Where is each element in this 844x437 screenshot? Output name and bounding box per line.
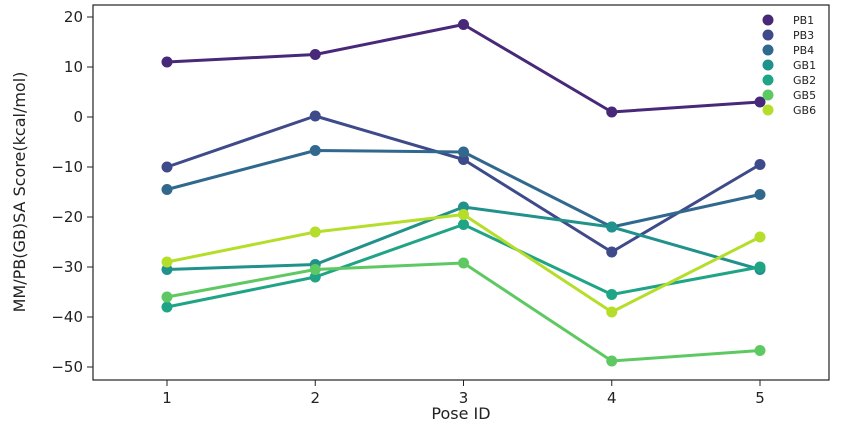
- data-point: [309, 145, 321, 156]
- legend-label: PB4: [793, 44, 814, 57]
- legend-marker: [762, 29, 774, 41]
- plot-area: [92, 4, 830, 381]
- data-point: [754, 96, 766, 108]
- data-point: [309, 110, 321, 122]
- data-point: [458, 219, 469, 230]
- data-point: [161, 161, 173, 173]
- data-point: [161, 56, 173, 68]
- series-layer: [161, 19, 766, 367]
- legend-marker: [762, 74, 774, 86]
- data-point: [754, 261, 766, 273]
- data-point: [458, 209, 469, 220]
- data-point: [606, 106, 618, 118]
- legend-marker: [762, 59, 774, 71]
- x-axis: 1 2 3 4 5: [162, 380, 765, 407]
- data-point: [754, 159, 766, 170]
- data-point: [754, 189, 766, 200]
- data-point: [754, 231, 766, 243]
- data-point: [458, 146, 469, 158]
- series-gb6: [161, 209, 766, 318]
- legend-label: GB5: [793, 89, 816, 102]
- x-tick-label: 4: [607, 389, 617, 407]
- data-point: [161, 256, 173, 268]
- y-tick-label: −30: [51, 258, 83, 276]
- data-point: [458, 19, 469, 30]
- y-tick-label: −40: [51, 308, 83, 326]
- legend: PB1 PB3 PB4 GB1 GB2 GB5 GB6: [762, 14, 816, 117]
- data-point: [458, 257, 469, 269]
- x-tick-label: 5: [755, 389, 765, 407]
- data-point: [606, 306, 618, 318]
- data-point: [606, 246, 618, 258]
- data-point: [161, 291, 173, 303]
- series-pb3: [161, 110, 766, 258]
- data-point: [606, 289, 618, 300]
- legend-marker: [762, 44, 774, 56]
- data-point: [309, 49, 321, 60]
- y-axis: 20 10 0 −10 −20 −30 −40 −50: [51, 8, 93, 376]
- legend-marker: [762, 14, 774, 26]
- y-tick-label: −20: [51, 208, 83, 226]
- data-point: [161, 184, 173, 195]
- x-tick-label: 1: [162, 389, 172, 407]
- y-tick-label: −50: [51, 358, 83, 376]
- data-point: [161, 301, 173, 313]
- y-tick-label: −10: [51, 158, 83, 176]
- data-point: [606, 221, 618, 233]
- series-pb1: [161, 19, 766, 118]
- y-tick-label: 0: [73, 108, 83, 126]
- y-axis-title: MM/PB(GB)SA Score(kcal/mol): [10, 72, 29, 313]
- legend-label: PB1: [793, 14, 814, 27]
- legend-label: GB6: [793, 104, 816, 117]
- y-tick-label: 10: [64, 58, 83, 76]
- legend-label: GB2: [793, 74, 816, 87]
- data-point: [754, 345, 766, 356]
- x-axis-title: Pose ID: [431, 404, 490, 423]
- data-point: [309, 264, 321, 275]
- data-point: [309, 226, 321, 238]
- legend-label: PB3: [793, 29, 814, 42]
- y-tick-label: 20: [64, 8, 83, 26]
- legend-marker: [762, 104, 774, 116]
- x-tick-label: 2: [310, 389, 320, 407]
- legend-label: GB1: [793, 59, 816, 72]
- data-point: [606, 355, 618, 367]
- legend-marker: [762, 89, 774, 101]
- x-tick-label: 3: [459, 389, 469, 407]
- series-gb5: [161, 257, 766, 367]
- series-pb4: [161, 145, 766, 233]
